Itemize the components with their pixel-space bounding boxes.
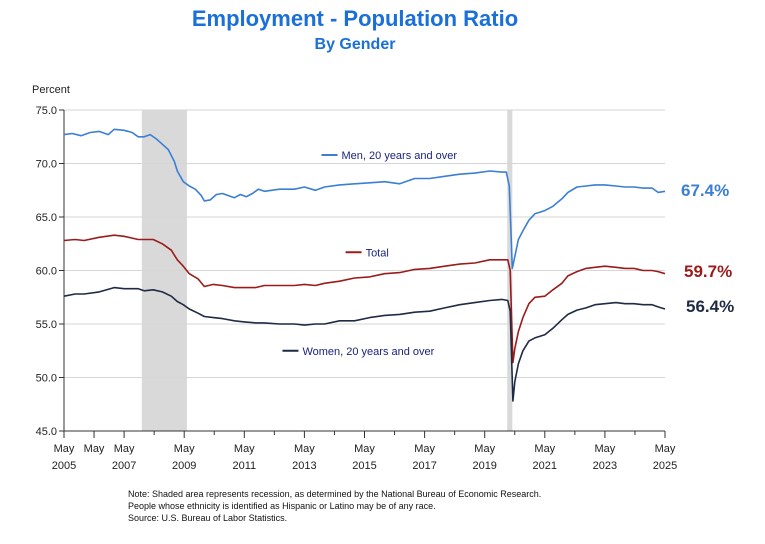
x-tick-month: May [234,443,255,455]
footnote-line: People whose ethnicity is identified as … [128,501,436,511]
x-tick-month: May [174,443,195,455]
x-tick-year: 2017 [412,460,436,472]
x-tick-year: 2021 [533,460,557,472]
x-tick-month: May [294,443,315,455]
chart-subtitle: By Gender [314,36,396,53]
x-tick-year: 2011 [232,460,256,472]
women-series-line [63,286,666,402]
y-tick-label: 45.0 [36,426,57,438]
x-tick-month: May [114,443,135,455]
y-tick-label: 75.0 [36,105,57,117]
inline-legend: Men, 20 years and over Total Women, 20 yea… [282,150,457,358]
y-tick-label: 70.0 [36,159,57,171]
y-tick-label: 55.0 [36,319,57,331]
x-tick-year: 2009 [172,460,196,472]
men-end-value: 67.4% [681,181,730,200]
women-legend-label: Women, 20 years and over [302,346,434,358]
x-tick-month: May [84,443,105,455]
series-lines [63,128,666,402]
x-tick-month: May [655,443,676,455]
x-tick-month: May [54,443,75,455]
footnote: Note: Shaded area represents recession, … [128,488,541,524]
x-tick-year: 2025 [653,460,677,472]
men-series-line [63,128,666,270]
x-tick-month: May [534,443,555,455]
footnote-line: Source: U.S. Bureau of Labor Statistics. [128,513,288,523]
axes [59,109,666,438]
x-tick-month: May [354,443,375,455]
y-axis-label: Percent [32,84,70,96]
y-tick-label: 50.0 [36,373,57,385]
x-tick-year: 2019 [472,460,496,472]
y-tick-label: 65.0 [36,212,57,224]
total-end-value: 59.7% [684,262,733,281]
x-tick-month: May [474,443,495,455]
x-tick-year: 2007 [112,460,136,472]
grid-lines [64,109,665,378]
total-legend-label: Total [366,247,389,259]
x-tick-month: May [414,443,435,455]
men-legend-label: Men, 20 years and over [342,150,458,162]
x-tick-year: 2005 [52,460,76,472]
x-tick-month: May [595,443,616,455]
tick-labels: 45.0 50.0 55.0 60.0 65.0 70.0 75.0 May 2005 May Ma… [36,105,678,472]
chart-title: Employment - Population Ratio [191,6,519,31]
footnote-line: Note: Shaded area represents recession, … [128,489,542,499]
x-tick-year: 2013 [292,460,316,472]
x-tick-year: 2023 [593,460,617,472]
total-series-line [63,234,666,364]
x-tick-year: 2015 [352,460,376,472]
y-tick-label: 60.0 [36,266,57,278]
women-end-value: 56.4% [686,297,735,316]
